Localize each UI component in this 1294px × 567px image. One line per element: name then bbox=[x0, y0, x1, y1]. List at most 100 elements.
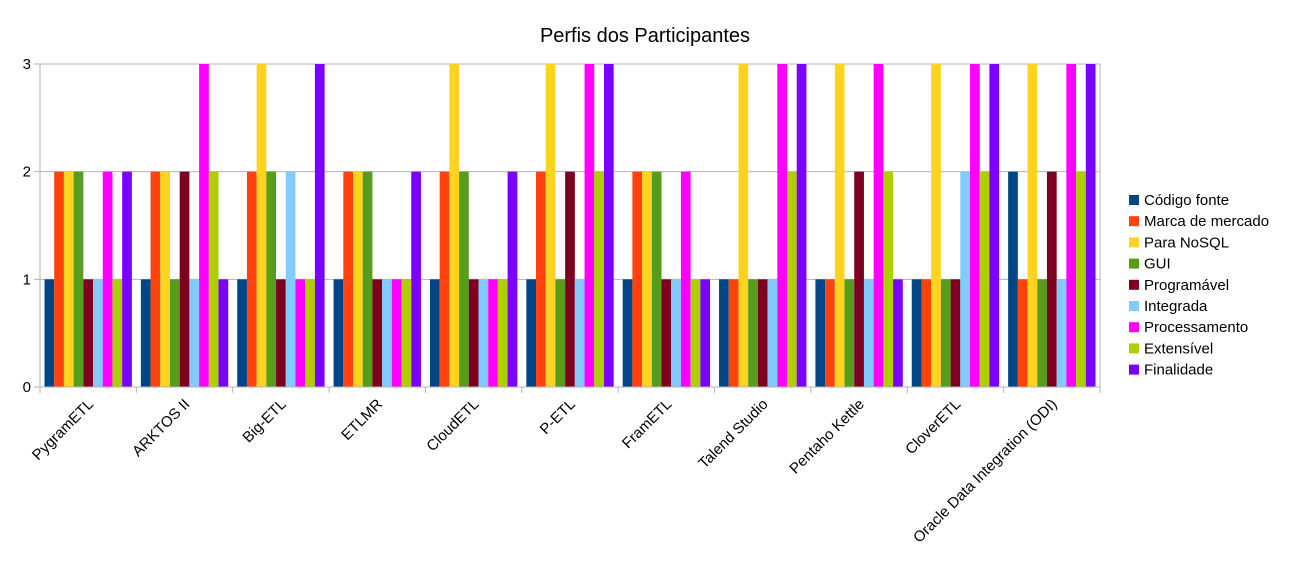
bar bbox=[786, 171, 797, 387]
bar bbox=[54, 171, 64, 387]
bar bbox=[140, 279, 151, 387]
bar bbox=[343, 171, 354, 387]
bar bbox=[391, 279, 402, 387]
bar bbox=[950, 279, 961, 387]
bar bbox=[719, 279, 729, 387]
bar bbox=[218, 279, 229, 387]
bar bbox=[208, 171, 219, 387]
bar bbox=[940, 279, 951, 387]
bar bbox=[893, 279, 903, 387]
bar bbox=[883, 171, 894, 387]
bar bbox=[700, 279, 711, 387]
bar bbox=[584, 64, 595, 387]
bar bbox=[93, 279, 103, 387]
bar bbox=[1008, 171, 1018, 387]
bar bbox=[565, 171, 575, 387]
legend-label: Processamento bbox=[1144, 319, 1248, 336]
bar bbox=[459, 171, 469, 387]
bar bbox=[169, 279, 180, 387]
legend-swatch bbox=[1129, 258, 1139, 269]
x-tick-label: Talend Studio bbox=[695, 396, 771, 472]
bar bbox=[266, 171, 277, 387]
bar bbox=[1066, 64, 1077, 387]
x-tick-labels: PygramETL ARKTOS II Big-ETL ETLMR CloudETL P-… bbox=[29, 396, 1061, 547]
legend-swatch bbox=[1129, 195, 1139, 205]
bar bbox=[256, 64, 267, 387]
bar bbox=[468, 279, 479, 387]
chart-title: Perfis dos Participantes bbox=[540, 25, 750, 47]
bar bbox=[478, 279, 489, 387]
legend-swatch bbox=[1129, 237, 1139, 248]
legend-label: Finalidade bbox=[1144, 362, 1213, 379]
bar bbox=[815, 279, 826, 387]
bar bbox=[642, 171, 652, 387]
bar bbox=[276, 279, 286, 387]
bar bbox=[854, 171, 864, 387]
x-tick-label: ARKTOS II bbox=[129, 396, 193, 460]
bar bbox=[44, 279, 55, 387]
bar bbox=[102, 171, 113, 387]
legend-label: Para NoSQL bbox=[1144, 234, 1229, 251]
bar bbox=[834, 64, 845, 387]
bar bbox=[362, 171, 373, 387]
legend-swatch bbox=[1129, 279, 1139, 290]
legend-swatch bbox=[1129, 364, 1139, 375]
bar bbox=[189, 279, 200, 387]
x-tick-label: CloverETL bbox=[902, 396, 964, 458]
bars bbox=[44, 64, 1096, 387]
bar bbox=[411, 171, 421, 387]
bar bbox=[873, 64, 884, 387]
x-tick-label: PygramETL bbox=[29, 396, 97, 464]
bar bbox=[353, 171, 363, 387]
legend-swatch bbox=[1129, 343, 1139, 354]
bar bbox=[680, 171, 691, 387]
bar bbox=[603, 64, 614, 387]
bar bbox=[738, 64, 749, 387]
bar bbox=[429, 279, 440, 387]
bar bbox=[1085, 64, 1096, 387]
bar bbox=[1056, 279, 1067, 387]
y-tick-label: 1 bbox=[23, 271, 31, 288]
x-tick-label: Big-ETL bbox=[239, 396, 289, 446]
legend-label: Marca de mercado bbox=[1144, 213, 1269, 230]
bar bbox=[439, 171, 450, 387]
bar bbox=[767, 279, 778, 387]
bar bbox=[574, 279, 585, 387]
bar bbox=[979, 171, 990, 387]
bar bbox=[632, 171, 643, 387]
bar bbox=[690, 279, 701, 387]
legend-label: GUI bbox=[1144, 256, 1171, 273]
legend-label: Integrada bbox=[1144, 298, 1208, 315]
bar bbox=[931, 64, 941, 387]
x-tick-label: Pentaho Kettle bbox=[786, 396, 868, 478]
bar bbox=[825, 279, 835, 387]
bar bbox=[73, 171, 84, 387]
bar bbox=[748, 279, 758, 387]
bar bbox=[305, 279, 315, 387]
bar bbox=[622, 279, 633, 387]
bar bbox=[295, 279, 306, 387]
bar bbox=[497, 279, 508, 387]
bar bbox=[160, 171, 170, 387]
bar bbox=[671, 279, 681, 387]
legend-label: Extensível bbox=[1144, 340, 1213, 357]
bar bbox=[382, 279, 392, 387]
bar bbox=[921, 279, 932, 387]
bar bbox=[285, 171, 296, 387]
bar bbox=[970, 64, 980, 387]
legend-swatch bbox=[1129, 216, 1139, 227]
bar bbox=[526, 279, 537, 387]
x-tick-label: CloudETL bbox=[423, 396, 482, 455]
legend-label: Código fonte bbox=[1144, 192, 1229, 209]
bar bbox=[372, 279, 383, 387]
legend: Código fonte Marca de mercado Para NoSQL GU… bbox=[1129, 192, 1269, 379]
bar bbox=[651, 171, 662, 387]
legend-swatch bbox=[1129, 301, 1139, 311]
bar bbox=[555, 279, 566, 387]
bar bbox=[401, 279, 412, 387]
bar bbox=[594, 171, 604, 387]
y-tick-label: 3 bbox=[23, 56, 31, 73]
bar bbox=[449, 64, 460, 387]
bar bbox=[246, 171, 257, 387]
